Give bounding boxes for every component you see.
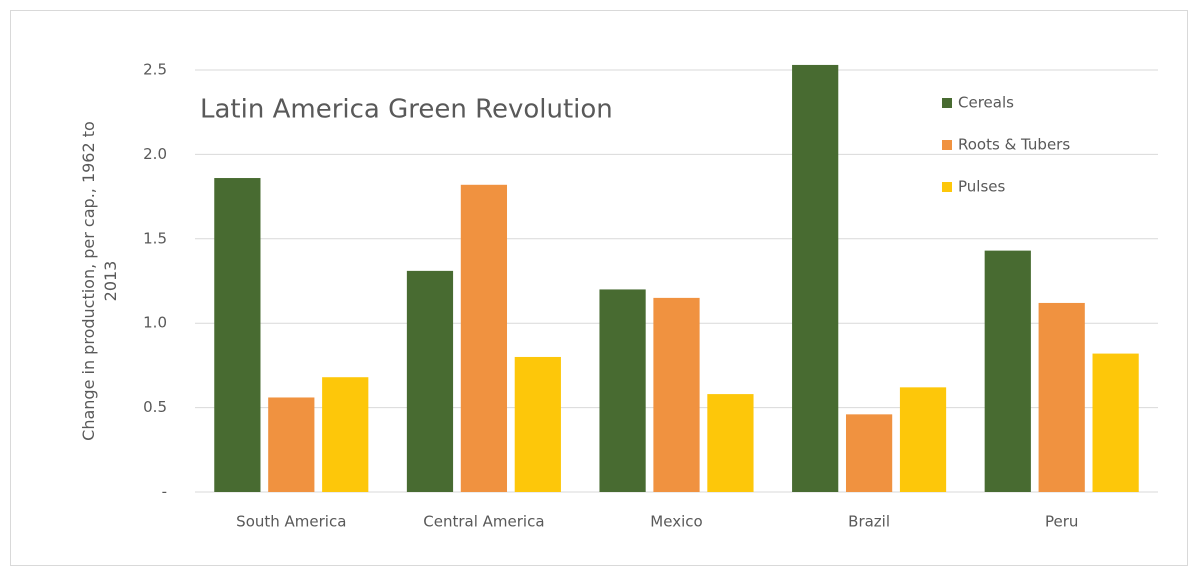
bar	[653, 297, 700, 492]
legend-swatch	[942, 140, 952, 150]
bar	[792, 64, 839, 492]
x-tick-label: South America	[236, 513, 346, 531]
y-tick-label: 2.5	[143, 61, 167, 79]
legend-label: Cereals	[958, 94, 1014, 112]
legend-label: Roots & Tubers	[958, 136, 1070, 154]
x-tick-label: Mexico	[650, 513, 702, 531]
bar	[1038, 302, 1085, 492]
y-tick-label: 0.5	[143, 398, 167, 416]
bar	[899, 387, 947, 492]
bar	[406, 270, 454, 492]
y-tick-label: -	[162, 483, 167, 501]
bar	[214, 178, 261, 493]
bar	[1092, 353, 1139, 492]
x-tick-label: Brazil	[848, 513, 890, 531]
y-tick-label: 2.0	[143, 145, 167, 163]
legend-swatch	[942, 98, 952, 108]
x-tick-label: Central America	[423, 513, 544, 531]
bar	[599, 289, 646, 492]
bar	[322, 377, 369, 492]
bar	[707, 394, 754, 492]
chart-title: Latin America Green Revolution	[200, 95, 613, 125]
bar	[984, 250, 1031, 492]
bar	[268, 397, 315, 492]
bar	[460, 184, 508, 492]
bar	[514, 356, 561, 492]
y-tick-label: 1.0	[143, 314, 167, 332]
bar	[845, 414, 893, 492]
y-tick-label: 1.5	[143, 229, 167, 247]
y-axis-label: Change in production, per cap., 1962 to …	[79, 121, 120, 441]
x-tick-label: Peru	[1045, 513, 1078, 531]
legend-label: Pulses	[958, 178, 1005, 196]
legend-swatch	[942, 182, 952, 192]
